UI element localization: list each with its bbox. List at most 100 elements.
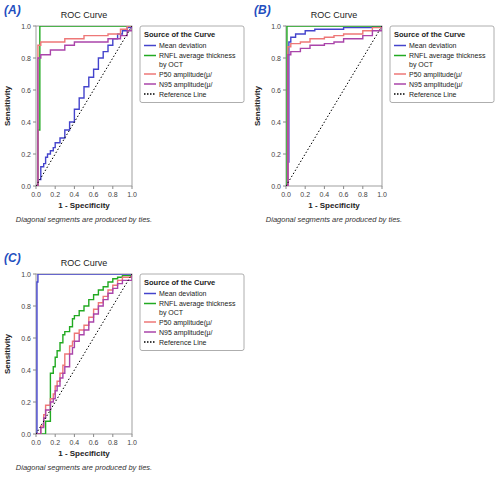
x-axis-label: 1 - Specificity: [308, 201, 360, 210]
x-tick-label: 0.0: [31, 439, 41, 446]
y-tick-label: 1.0: [271, 23, 281, 30]
y-tick-label: 1.0: [21, 23, 31, 30]
y-tick: [283, 58, 286, 59]
legend-entry-line: P50 amplitude(μ/: [159, 319, 212, 327]
x-tick-label: 0.2: [50, 191, 60, 198]
legend-swatch: [394, 55, 406, 57]
x-tick-label: 0.4: [70, 439, 80, 446]
x-tick: [112, 434, 113, 437]
legend-entry: P50 amplitude(μ/: [159, 71, 212, 79]
legend-entry-line: Reference Line: [409, 91, 457, 98]
legend-swatch: [144, 45, 156, 47]
legend-swatch: [144, 83, 156, 85]
x-tick: [343, 186, 344, 189]
legend-entry-line: by OCT: [159, 61, 184, 69]
y-tick-label: 0.4: [21, 119, 31, 126]
plot-frame: [36, 26, 132, 186]
legend-frame: [140, 26, 244, 103]
x-tick-label: 1.0: [127, 191, 137, 198]
footnote: Diagonal segments are produced by ties.: [266, 215, 402, 224]
curve: [36, 26, 132, 186]
y-tick: [283, 122, 286, 123]
curve: [286, 26, 382, 186]
legend-swatch: [144, 293, 156, 295]
legend-entry-line: by OCT: [409, 61, 434, 69]
x-tick-label: 0.6: [89, 439, 99, 446]
y-tick-label: 0.0: [271, 183, 281, 190]
y-tick: [33, 338, 36, 339]
x-tick-label: 0.8: [358, 191, 368, 198]
y-tick: [283, 26, 286, 27]
y-tick-label: 0.8: [21, 55, 31, 62]
footnote: Diagonal segments are produced by ties.: [16, 463, 152, 472]
legend-entry-line: Mean deviation: [159, 290, 207, 297]
x-tick: [93, 434, 94, 437]
legend-entry-line: RNFL average thickness: [409, 52, 486, 60]
footnote: Diagonal segments are produced by ties.: [16, 215, 152, 224]
y-axis-label: Sensitivity: [253, 85, 262, 126]
y-tick: [283, 90, 286, 91]
legend-entry-line: RNFL average thickness: [159, 300, 236, 308]
y-tick-label: 0.2: [21, 151, 31, 158]
legend-swatch: [144, 303, 156, 305]
legend-entry: RNFL average thicknessby OCT: [159, 300, 236, 317]
curve: [36, 274, 132, 434]
x-tick-label: 1.0: [377, 191, 387, 198]
x-tick: [382, 186, 383, 189]
x-axis-label: 1 - Specificity: [58, 201, 110, 210]
legend-title: Source of the Curve: [144, 278, 215, 287]
legend-swatch: [144, 331, 156, 333]
curve: [36, 26, 132, 186]
y-axis-label: Sensitivity: [3, 333, 12, 374]
panel: Source of the CurveMean deviationRNFL av…: [253, 3, 494, 224]
curve: [36, 274, 132, 434]
y-tick: [283, 154, 286, 155]
y-tick-label: 0.4: [21, 367, 31, 374]
y-tick-label: 1.0: [21, 271, 31, 278]
curve: [36, 274, 132, 434]
title: ROC Curve: [61, 258, 108, 268]
panel-label: (B): [254, 3, 271, 17]
legend-entry-line: Reference Line: [159, 91, 207, 98]
title: ROC Curve: [61, 10, 108, 20]
y-tick-label: 0.6: [21, 87, 31, 94]
y-tick: [33, 434, 36, 435]
x-tick: [362, 186, 363, 189]
legend-swatch: [394, 83, 406, 85]
legend-swatch: [144, 341, 156, 343]
y-tick: [33, 402, 36, 403]
x-tick: [74, 186, 75, 189]
curve: [36, 274, 132, 434]
y-tick-label: 0.4: [271, 119, 281, 126]
y-tick: [33, 370, 36, 371]
legend-entry: N95 amplitude(μ/: [159, 329, 213, 337]
legend-entry: N95 amplitude(μ/: [409, 81, 463, 89]
y-tick: [33, 306, 36, 307]
panel-label: (A): [4, 3, 21, 17]
legend-frame: [140, 274, 244, 351]
x-tick-label: 0.4: [70, 191, 80, 198]
legend-swatch: [144, 321, 156, 323]
x-axis-label: 1 - Specificity: [58, 449, 110, 458]
x-tick-label: 0.2: [300, 191, 310, 198]
legend-entry: RNFL average thicknessby OCT: [159, 52, 236, 69]
x-tick-label: 1.0: [127, 439, 137, 446]
x-tick-label: 0.8: [108, 191, 118, 198]
y-tick: [33, 154, 36, 155]
legend-swatch: [394, 73, 406, 75]
x-tick: [305, 186, 306, 189]
legend-frame: [390, 26, 494, 103]
y-tick: [33, 90, 36, 91]
y-tick-label: 0.2: [21, 399, 31, 406]
y-tick-label: 0.6: [271, 87, 281, 94]
x-tick: [112, 186, 113, 189]
curve: [286, 26, 382, 186]
legend-entry: P50 amplitude(μ/: [409, 71, 462, 79]
x-tick: [74, 434, 75, 437]
y-tick: [33, 26, 36, 27]
legend-swatch: [144, 93, 156, 95]
legend-entry: Reference Line: [159, 339, 207, 346]
panel-label: (C): [4, 251, 21, 265]
y-tick: [33, 186, 36, 187]
title: ROC Curve: [311, 10, 358, 20]
